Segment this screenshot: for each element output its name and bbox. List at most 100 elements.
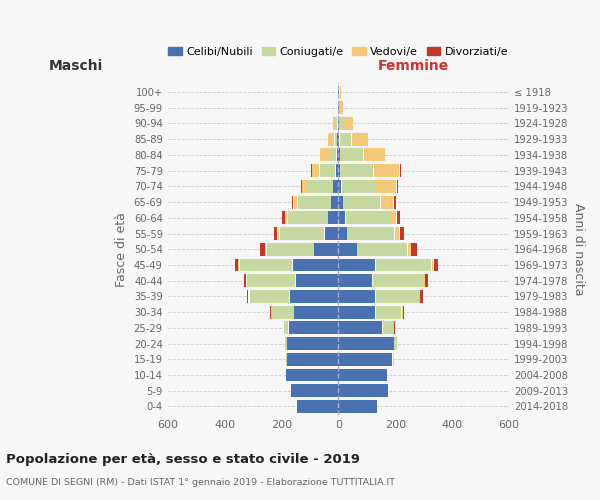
- Bar: [266, 243, 314, 256]
- Bar: [376, 306, 401, 318]
- Legend: Celibi/Nubili, Coniugati/e, Vedovi/e, Divorziati/e: Celibi/Nubili, Coniugati/e, Vedovi/e, Di…: [164, 42, 513, 62]
- Text: Popolazione per età, sesso e stato civile - 2019: Popolazione per età, sesso e stato civil…: [6, 452, 360, 466]
- Bar: [338, 132, 340, 145]
- Bar: [235, 258, 238, 272]
- Y-axis label: Fasce di età: Fasce di età: [115, 212, 128, 286]
- Bar: [338, 337, 394, 350]
- Bar: [292, 384, 338, 397]
- Bar: [320, 148, 329, 162]
- Bar: [376, 180, 397, 193]
- Bar: [285, 212, 287, 224]
- Bar: [343, 196, 380, 208]
- Bar: [338, 290, 375, 303]
- Bar: [290, 290, 338, 303]
- Bar: [292, 196, 293, 208]
- Bar: [338, 180, 341, 193]
- Bar: [358, 243, 407, 256]
- Bar: [373, 274, 423, 287]
- Bar: [425, 274, 428, 287]
- Bar: [338, 196, 343, 208]
- Bar: [336, 164, 338, 177]
- Bar: [337, 148, 338, 162]
- Bar: [338, 384, 388, 397]
- Text: COMUNE DI SEGNI (RM) - Dati ISTAT 1° gennaio 2019 - Elaborazione TUTTITALIA.IT: COMUNE DI SEGNI (RM) - Dati ISTAT 1° gen…: [6, 478, 395, 487]
- Bar: [239, 258, 292, 272]
- Bar: [389, 212, 397, 224]
- Bar: [394, 337, 397, 350]
- Bar: [294, 306, 338, 318]
- Bar: [340, 148, 363, 162]
- Bar: [346, 212, 389, 224]
- Bar: [394, 196, 397, 208]
- Bar: [342, 180, 376, 193]
- Bar: [338, 148, 340, 162]
- Bar: [337, 132, 338, 145]
- Bar: [244, 274, 247, 287]
- Bar: [338, 306, 375, 318]
- Bar: [340, 117, 344, 130]
- Bar: [340, 164, 373, 177]
- Bar: [434, 258, 438, 272]
- Bar: [302, 180, 308, 193]
- Bar: [293, 258, 338, 272]
- Bar: [338, 353, 392, 366]
- Bar: [285, 337, 287, 350]
- Bar: [393, 353, 394, 366]
- Bar: [328, 132, 334, 145]
- Bar: [338, 227, 347, 240]
- Bar: [270, 306, 271, 318]
- Bar: [376, 258, 431, 272]
- Bar: [287, 337, 338, 350]
- Bar: [338, 400, 377, 413]
- Bar: [408, 243, 410, 256]
- Bar: [288, 212, 328, 224]
- Bar: [338, 164, 340, 177]
- Bar: [301, 180, 302, 193]
- Bar: [333, 180, 338, 193]
- Bar: [329, 148, 337, 162]
- Bar: [312, 164, 319, 177]
- Bar: [248, 274, 295, 287]
- Y-axis label: Anni di nascita: Anni di nascita: [572, 203, 585, 296]
- Bar: [284, 322, 288, 334]
- Bar: [286, 368, 338, 382]
- Bar: [338, 274, 373, 287]
- Bar: [340, 102, 343, 114]
- Bar: [296, 274, 338, 287]
- Bar: [282, 212, 284, 224]
- Bar: [320, 164, 335, 177]
- Bar: [397, 212, 400, 224]
- Bar: [381, 196, 394, 208]
- Bar: [274, 227, 277, 240]
- Bar: [383, 322, 393, 334]
- Bar: [397, 180, 398, 193]
- Bar: [247, 290, 248, 303]
- Bar: [432, 258, 433, 272]
- Bar: [352, 132, 368, 145]
- Bar: [265, 243, 266, 256]
- Text: Femmine: Femmine: [378, 60, 449, 74]
- Bar: [289, 322, 338, 334]
- Bar: [298, 196, 331, 208]
- Bar: [400, 164, 401, 177]
- Bar: [344, 117, 353, 130]
- Bar: [338, 368, 386, 382]
- Bar: [280, 227, 324, 240]
- Bar: [308, 180, 332, 193]
- Bar: [297, 400, 338, 413]
- Bar: [376, 290, 419, 303]
- Bar: [400, 227, 404, 240]
- Bar: [314, 243, 338, 256]
- Bar: [338, 243, 357, 256]
- Bar: [325, 227, 338, 240]
- Bar: [331, 196, 338, 208]
- Bar: [364, 148, 385, 162]
- Bar: [260, 243, 265, 256]
- Bar: [272, 306, 293, 318]
- Bar: [395, 227, 399, 240]
- Bar: [250, 290, 289, 303]
- Bar: [424, 274, 425, 287]
- Bar: [334, 117, 336, 130]
- Text: Maschi: Maschi: [49, 60, 103, 74]
- Bar: [335, 132, 337, 145]
